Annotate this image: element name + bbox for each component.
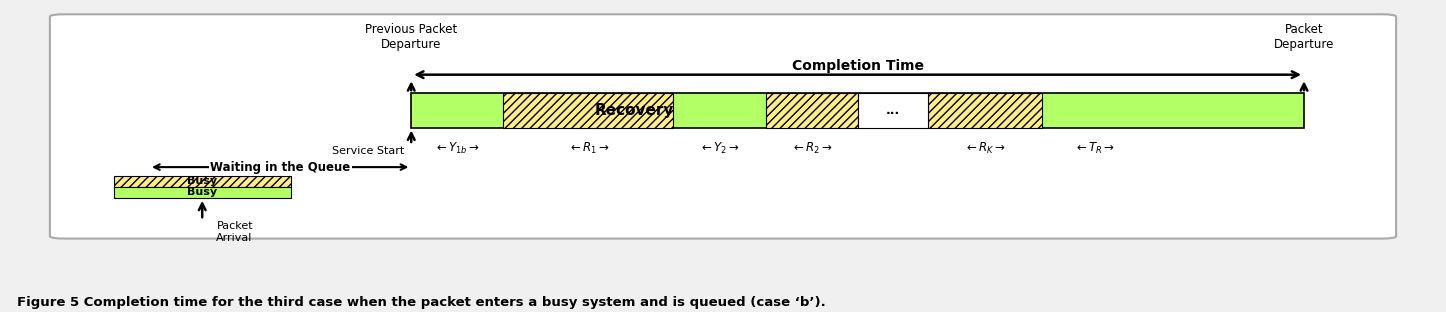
Text: Waiting in the Queue: Waiting in the Queue	[210, 161, 350, 173]
Text: $\leftarrow R_K\rightarrow$: $\leftarrow R_K\rightarrow$	[964, 141, 1006, 156]
Text: $\leftarrow R_1\rightarrow$: $\leftarrow R_1\rightarrow$	[567, 141, 609, 156]
Bar	[411, 93, 1304, 128]
Text: Previous Packet
Departure: Previous Packet Departure	[366, 23, 457, 51]
Text: $\leftarrow Y_2\rightarrow$: $\leftarrow Y_2\rightarrow$	[698, 141, 740, 156]
Bar	[503, 93, 674, 128]
FancyBboxPatch shape	[49, 14, 1397, 239]
Text: $\leftarrow R_2\rightarrow$: $\leftarrow R_2\rightarrow$	[791, 141, 833, 156]
Text: Completion Time: Completion Time	[791, 60, 924, 73]
Text: Packet
Arrival: Packet Arrival	[217, 221, 253, 243]
Bar	[114, 187, 291, 198]
Text: Packet
Departure: Packet Departure	[1274, 23, 1335, 51]
Text: Recovery: Recovery	[594, 103, 674, 118]
Text: Figure 5 Completion time for the third case when the packet enters a busy system: Figure 5 Completion time for the third c…	[17, 296, 826, 309]
Text: Busy: Busy	[187, 176, 217, 186]
Text: $\leftarrow T_R\rightarrow$: $\leftarrow T_R\rightarrow$	[1074, 141, 1115, 156]
Text: $\leftarrow Y_{1b}\rightarrow$: $\leftarrow Y_{1b}\rightarrow$	[434, 141, 480, 156]
Text: ...: ...	[886, 104, 901, 117]
Text: Busy: Busy	[187, 188, 217, 197]
Text: Service Start: Service Start	[333, 146, 405, 156]
Bar	[928, 93, 1043, 128]
Bar	[857, 93, 928, 128]
Bar	[765, 93, 857, 128]
Bar	[114, 176, 291, 187]
